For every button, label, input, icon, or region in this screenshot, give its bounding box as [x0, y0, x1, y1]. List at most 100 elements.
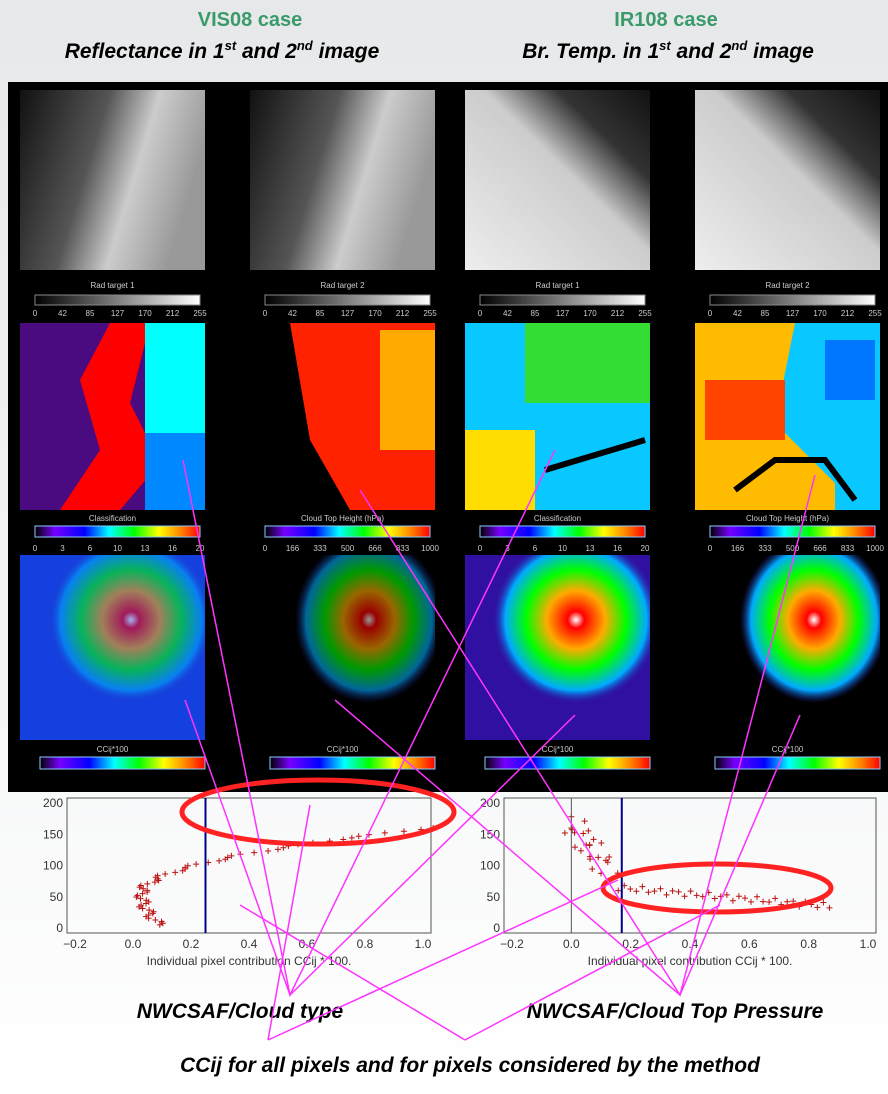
x-tick-label: −0.2 [63, 937, 87, 951]
colorbar-tick: 166 [286, 544, 300, 553]
colorbar-tick: 127 [341, 309, 355, 318]
colorbar-tick: 212 [611, 309, 625, 318]
product-region [825, 340, 875, 400]
colorbar-tick: 6 [533, 544, 538, 553]
colorbar-tick: 42 [58, 309, 67, 318]
t: image [313, 40, 380, 63]
t: image [747, 40, 814, 63]
left-subtitle: Reflectance in 1st and 2nd image [65, 38, 380, 63]
y-tick-label: 100 [43, 859, 63, 873]
colorbar-tick: 666 [368, 544, 382, 553]
colorbar-tick: 255 [423, 309, 437, 318]
x-tick-label: 1.0 [860, 937, 877, 951]
colorbar-tick: 0 [263, 309, 268, 318]
colorbar-tick: 42 [733, 309, 742, 318]
sup: st [659, 38, 671, 53]
t: and 2 [236, 40, 297, 63]
colorbar [485, 757, 650, 769]
colorbar-tick: 6 [88, 544, 93, 553]
colorbar-title: CCij*100 [97, 745, 129, 754]
colorbar-tick: 10 [113, 544, 122, 553]
cc-region [270, 555, 435, 740]
left-title: VIS08 case [198, 9, 303, 31]
colorbar-tick: 1000 [866, 544, 884, 553]
y-tick-label: 50 [487, 890, 501, 904]
colorbar-title: CCij*100 [772, 745, 804, 754]
colorbar [710, 526, 875, 537]
t: Br. Temp. in 1 [522, 40, 659, 63]
colorbar-tick: 255 [193, 309, 207, 318]
colorbar-tick: 212 [841, 309, 855, 318]
cc-region [20, 555, 205, 740]
colorbar-tick: 20 [641, 544, 650, 553]
colorbar [480, 526, 645, 537]
colorbar-title: Rad target 1 [90, 281, 135, 290]
y-tick-label: 0 [56, 921, 63, 935]
colorbar-tick: 85 [86, 309, 95, 318]
colorbar-tick: 13 [141, 544, 150, 553]
product-region [380, 330, 435, 450]
colorbar-title: Rad target 2 [320, 281, 365, 290]
colorbar-tick: 333 [758, 544, 772, 553]
colorbar [270, 757, 435, 769]
colorbar-tick: 170 [813, 309, 827, 318]
x-tick-label: 0.4 [682, 937, 699, 951]
colorbar-tick: 0 [33, 309, 38, 318]
colorbar [710, 295, 875, 305]
colorbar-tick: 500 [786, 544, 800, 553]
colorbar-tick: 333 [313, 544, 327, 553]
colorbar-tick: 255 [868, 309, 882, 318]
colorbar-tick: 42 [503, 309, 512, 318]
colorbar-title: Rad target 1 [535, 281, 580, 290]
colorbar-tick: 166 [731, 544, 745, 553]
product-region [525, 323, 650, 403]
x-tick-label: 0.8 [357, 937, 374, 951]
colorbar-tick: 170 [138, 309, 152, 318]
colorbar-tick: 212 [166, 309, 180, 318]
sup: nd [731, 38, 748, 53]
colorbar-tick: 127 [556, 309, 570, 318]
colorbar [35, 526, 200, 537]
x-tick-label: 0.4 [241, 937, 258, 951]
sup: nd [297, 38, 314, 53]
colorbar [265, 295, 430, 305]
colorbar-tick: 85 [761, 309, 770, 318]
colorbar-tick: 127 [111, 309, 125, 318]
colorbar-tick: 85 [316, 309, 325, 318]
x-tick-label: 1.0 [415, 937, 432, 951]
y-tick-label: 100 [480, 859, 500, 873]
t: and 2 [671, 40, 732, 63]
colorbar-tick: 212 [396, 309, 410, 318]
x-tick-label: 0.0 [125, 937, 142, 951]
colorbar-tick: 0 [708, 309, 713, 318]
colorbar-tick: 170 [583, 309, 597, 318]
colorbar-tick: 0 [478, 544, 483, 553]
colorbar-tick: 0 [33, 544, 38, 553]
colorbar [40, 757, 205, 769]
colorbar-tick: 833 [841, 544, 855, 553]
colorbar-tick: 0 [478, 309, 483, 318]
y-tick-label: 0 [493, 921, 500, 935]
colorbar-tick: 85 [531, 309, 540, 318]
colorbar-tick: 3 [60, 544, 65, 553]
slide: VIS08 case IR108 case Reflectance in 1st… [0, 0, 888, 1094]
satellite-image [695, 90, 880, 270]
colorbar-title: CCij*100 [327, 745, 359, 754]
colorbar-title: CCij*100 [542, 745, 574, 754]
x-tick-label: 0.6 [741, 937, 758, 951]
y-tick-label: 150 [43, 827, 63, 841]
colorbar-title: Rad target 2 [765, 281, 810, 290]
colorbar-tick: 1000 [421, 544, 439, 553]
satellite-image [465, 90, 650, 270]
colorbar-tick: 13 [586, 544, 595, 553]
colorbar-title: Cloud Top Height (hPa) [746, 514, 829, 523]
colorbar [480, 295, 645, 305]
t: Reflectance in 1 [65, 40, 225, 63]
colorbar-tick: 16 [613, 544, 622, 553]
x-tick-label: 0.0 [563, 937, 580, 951]
product-region [465, 430, 535, 510]
sup: st [225, 38, 237, 53]
satellite-image [250, 90, 435, 270]
page: VIS08 case IR108 case Reflectance in 1st… [0, 0, 888, 1094]
colorbar-tick: 500 [341, 544, 355, 553]
